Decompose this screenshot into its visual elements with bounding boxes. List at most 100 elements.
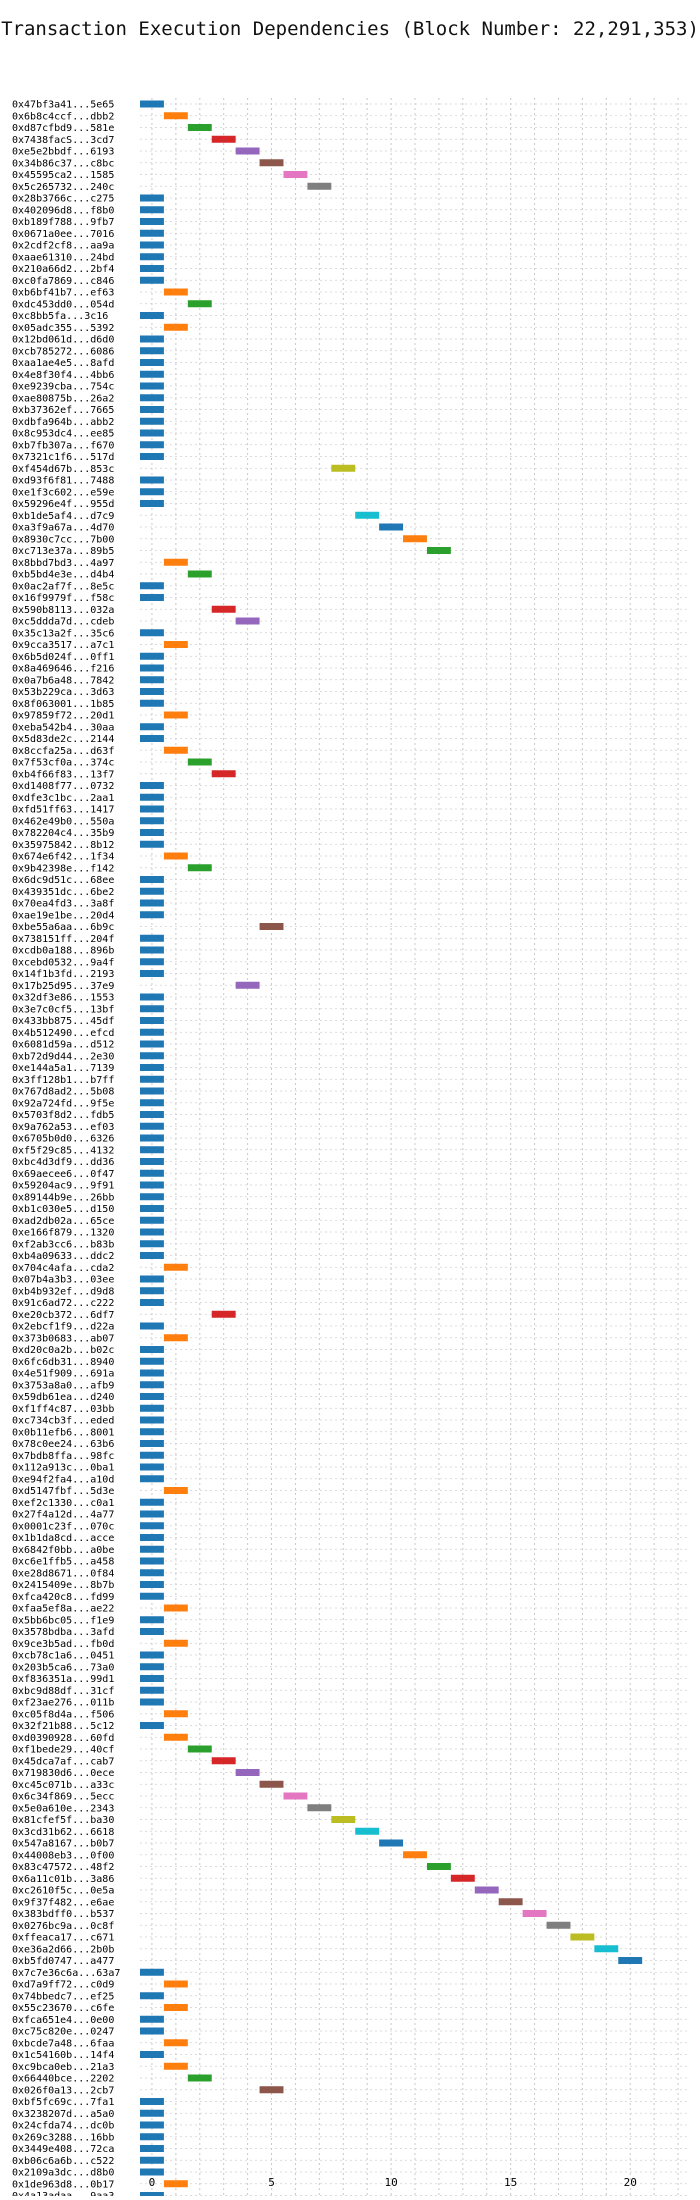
y-tick-label: 0x17b25d95...37e9 <box>12 981 114 992</box>
y-tick-label: 0xe9239cba...754c <box>12 382 114 393</box>
y-tick-label: 0xdbfa964b...abb2 <box>12 417 114 428</box>
bar-0xb06c6a6b...c522 <box>140 2156 164 2164</box>
bar-0x6c34f869...5ecc <box>283 1792 308 1800</box>
y-tick-label: 0x2cdf2cf8...aa9a <box>12 241 114 252</box>
bar-0xb5fd0747...a477 <box>618 1957 643 1964</box>
y-tick-label: 0x8a469646...f216 <box>12 664 114 675</box>
y-tick-labels: 0x47bf3a41...5e650x6b8c4ccf...dbb20xd87c… <box>12 100 120 2200</box>
bar-0x4a13adaa...9aa3 <box>140 2192 164 2199</box>
y-tick-label: 0xc2610f5c...0e5a <box>12 1886 114 1897</box>
y-tick-label: 0x4e8f30f4...4bb6 <box>12 370 114 381</box>
y-tick-label: 0x210a66d2...2bf4 <box>12 264 114 275</box>
y-tick-label: 0xdfe3c1bc...2aa1 <box>12 793 114 804</box>
bar-0x53b229ca...3d63 <box>140 688 164 695</box>
bar-0xfd51ff63...1417 <box>140 805 164 813</box>
bar-0x8c953dc4...ee85 <box>140 429 164 437</box>
y-tick-label: 0x112a913c...0ba1 <box>12 1463 114 1474</box>
bar-0x34b86c37...c8bc <box>259 159 284 167</box>
bar-0x55c23670...c6fe <box>163 2004 188 2011</box>
y-tick-label: 0x5d83de2c...2144 <box>12 734 114 745</box>
y-tick-label: 0x2109a3dc...d8b0 <box>12 2168 114 2179</box>
y-tick-label: 0xf23ae276...011b <box>12 1698 114 1709</box>
bar-0xcdb0a188...896b <box>140 946 164 954</box>
bar-0x8930c7cc...7b00 <box>403 535 427 543</box>
y-tick-label: 0x782204c4...35b9 <box>12 828 114 839</box>
bar-0x210a66d2...2bf4 <box>140 265 164 272</box>
y-tick-label: 0x9f37f482...e6ae <box>12 1897 114 1908</box>
y-tick-label: 0xc6e1ffb5...a458 <box>12 1557 114 1568</box>
bar-0x6a11c01b...3a86 <box>450 1874 475 1882</box>
bar-0xeba542b4...30aa <box>140 723 164 731</box>
y-tick-label: 0xc75c820e...0247 <box>12 2027 114 2038</box>
y-tick-label: 0xc8bb5fa...3c16 <box>12 311 108 322</box>
y-tick-label: 0x55c23670...c6fe <box>12 2003 114 2014</box>
bar-0xf5f29c85...4132 <box>140 1146 164 1154</box>
bar-0x433bb875...45df <box>140 1017 164 1024</box>
y-tick-label: 0x59296e4f...955d <box>12 499 114 510</box>
y-tick-label: 0xcebd0532...9a4f <box>12 957 114 968</box>
bar-0xd0390928...60fd <box>163 1733 188 1741</box>
y-tick-label: 0xb5bd4e3e...d4b4 <box>12 570 114 581</box>
bar-0x45dca7af...cab7 <box>211 1757 236 1765</box>
y-tick-label: 0x1de963d8...0b17 <box>12 2179 114 2190</box>
y-tick-label: 0x6705b0d0...6326 <box>12 1134 114 1145</box>
bar-0xf1ff4c87...03bb <box>140 1404 164 1412</box>
bar-0x5d83de2c...2144 <box>140 735 164 742</box>
x-tick-label: 15 <box>504 2176 517 2189</box>
y-tick-label: 0x0a7b6a48...7842 <box>12 675 114 686</box>
y-tick-label: 0xc0fa7869...c846 <box>12 276 114 287</box>
y-tick-label: 0x767d8ad2...5b08 <box>12 1087 114 1098</box>
y-tick-label: 0xaa1ae4e5...8afd <box>12 358 114 369</box>
y-tick-label: 0xc9bca0eb...21a3 <box>12 2062 114 2073</box>
y-tick-label: 0x05adc355...5392 <box>12 323 114 334</box>
y-tick-label: 0x9a762a53...ef03 <box>12 1122 114 1133</box>
y-tick-label: 0x89144b9e...26bb <box>12 1192 114 1203</box>
bar-0x81cfef5f...ba30 <box>331 1816 356 1823</box>
y-tick-label: 0x92a724fd...9f5e <box>12 1098 114 1109</box>
y-tick-label: 0x203b5ca6...73a0 <box>12 1662 114 1673</box>
x-tick-labels: 0 5 10 15 20 <box>149 2176 637 2189</box>
y-tick-label: 0x8930c7cc...7b00 <box>12 534 114 545</box>
y-tick-label: 0x462e49b0...550a <box>12 816 114 827</box>
bar-0xc713e37a...89b5 <box>426 547 451 554</box>
bar-0x89144b9e...26bb <box>140 1193 164 1201</box>
bar-0x24cfda74...dc0b <box>140 2121 164 2129</box>
y-tick-label: 0x16f9979f...f58c <box>12 593 114 604</box>
y-tick-label: 0xb1de5af4...d7c9 <box>12 511 114 522</box>
bar-0xf836351a...99d1 <box>140 1675 164 1682</box>
bar-0x97859f72...20d1 <box>163 711 188 719</box>
bar-0x5e0a610e...2343 <box>307 1804 332 1812</box>
y-tick-label: 0xb37362ef...7665 <box>12 405 114 416</box>
bar-0x0276bc9a...0c8f <box>546 1921 571 1929</box>
y-tick-label: 0xaae61310...24bd <box>12 252 114 263</box>
bar-0xf454d67b...853c <box>331 464 356 472</box>
y-tick-label: 0x373b0683...ab07 <box>12 1333 114 1344</box>
bar-0x32df3e86...1553 <box>140 993 164 1001</box>
y-tick-label: 0x6dc9d51c...68ee <box>12 875 114 886</box>
bar-0xc8bb5fa...3c16 <box>140 312 164 319</box>
bar-0xc2610f5c...0e5a <box>474 1886 499 1894</box>
y-tick-label: 0xdc453dd0...054d <box>12 299 114 310</box>
bar-0x7438facS...3cd7 <box>211 135 236 143</box>
bar-0xb4b932ef...d9d8 <box>140 1287 164 1295</box>
y-tick-label: 0xf454d67b...853c <box>12 464 114 475</box>
y-tick-label: 0x4a13adaa...9aa3 <box>12 2191 114 2196</box>
bar-0xe5e2bbdf...6193 <box>235 147 260 155</box>
bar-0x35975842...8b12 <box>140 840 164 848</box>
y-tick-label: 0x0671a0ee...7016 <box>12 229 114 240</box>
bar-0x16f9979f...f58c <box>140 594 164 601</box>
bar-0xb72d9d44...2e30 <box>140 1052 164 1060</box>
bar-0x4e8f30f4...4bb6 <box>140 370 164 378</box>
y-tick-label: 0x2415409e...8b7b <box>12 1580 114 1591</box>
y-tick-label: 0x24cfda74...dc0b <box>12 2121 114 2132</box>
y-tick-label: 0xc45c071b...a33c <box>12 1780 114 1791</box>
bar-0x0ac2af7f...8e5c <box>140 582 164 590</box>
y-tick-label: 0x3ff128b1...b7ff <box>12 1075 114 1086</box>
bar-0x2109a3dc...d8b0 <box>140 2168 164 2176</box>
y-tick-label: 0x59204ac9...9f91 <box>12 1181 114 1192</box>
y-tick-label: 0x5c265732...240c <box>12 182 114 193</box>
bar-0xaae61310...24bd <box>140 253 164 261</box>
bar-0x0001c23f...070c <box>140 1522 164 1530</box>
bar-0xb1de5af4...d7c9 <box>355 511 380 519</box>
